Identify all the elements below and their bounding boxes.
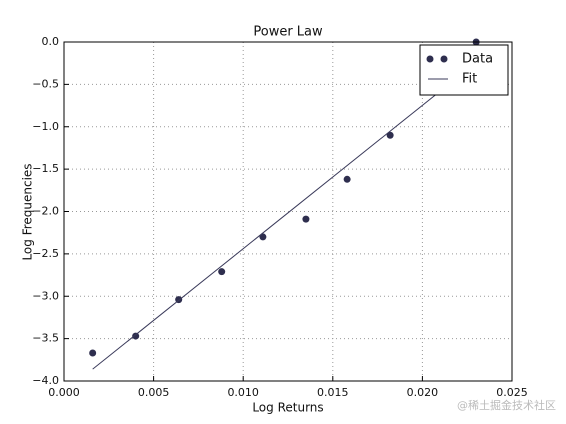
data-point: [259, 233, 267, 241]
data-point: [89, 349, 97, 357]
y-tick-label: −3.5: [32, 332, 59, 345]
chart-title: Power Law: [253, 25, 323, 40]
legend-marker: [426, 55, 434, 63]
fit-line: [92, 61, 477, 370]
legend-label: Fit: [462, 72, 477, 87]
y-tick-label: −2.0: [32, 205, 59, 218]
y-tick-label: −1.5: [32, 162, 59, 175]
x-tick-label: 0.010: [227, 386, 259, 399]
x-tick-label: 0.020: [407, 386, 439, 399]
data-point: [132, 332, 140, 340]
watermark: @稀土掘金技术社区: [457, 398, 556, 412]
y-tick-label: −1.0: [32, 120, 59, 133]
x-tick-label: 0.005: [138, 386, 170, 399]
legend-marker: [440, 55, 448, 63]
x-tick-label: 0.015: [317, 386, 349, 399]
y-axis-label: Log Frequencies: [21, 163, 35, 260]
data-point: [302, 215, 310, 223]
y-tick-label: 0.0: [42, 35, 60, 48]
y-tick-label: −4.0: [32, 374, 59, 387]
y-tick-label: −2.5: [32, 247, 59, 260]
x-tick-label: 0.025: [496, 386, 528, 399]
x-axis-label: Log Returns: [252, 401, 323, 415]
y-tick-label: −3.0: [32, 289, 59, 302]
data-point: [343, 175, 351, 183]
plot-frame: [63, 41, 513, 382]
legend-label: Data: [462, 52, 493, 67]
data-point: [218, 268, 226, 276]
legend-box: [419, 44, 509, 96]
data-point: [386, 131, 394, 139]
y-tick-label: −0.5: [32, 77, 59, 90]
x-tick-label: 0.000: [48, 386, 80, 399]
